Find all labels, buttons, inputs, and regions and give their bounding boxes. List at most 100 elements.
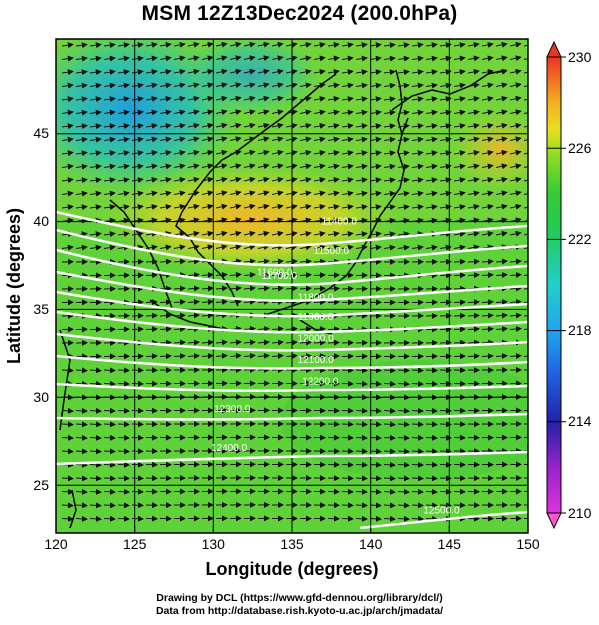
wind-vectors (61, 41, 528, 522)
wind-arrow (523, 112, 528, 114)
wind-arrow (173, 95, 186, 102)
contour-label: 11500.0 (314, 246, 350, 257)
wind-arrow (411, 367, 424, 374)
wind-arrow (425, 150, 438, 157)
x-tick-label: 130 (202, 536, 226, 552)
wind-arrow (481, 353, 494, 360)
wind-arrow (467, 163, 480, 170)
wind-arrow (425, 394, 438, 401)
wind-arrow (509, 109, 522, 116)
wind-arrow (355, 204, 368, 211)
wind-arrow (369, 123, 382, 130)
wind-arrow (159, 326, 172, 333)
wind-arrow (103, 407, 116, 414)
wind-arrow (243, 55, 256, 62)
wind-arrow (229, 55, 242, 62)
wind-arrow (369, 244, 382, 251)
wind-arrow (495, 299, 508, 306)
wind-arrow (355, 190, 368, 197)
wind-arrow (495, 272, 508, 279)
wind-arrow (187, 163, 200, 170)
wind-arrow (89, 434, 102, 441)
wind-arrow (215, 230, 228, 237)
wind-arrow (467, 353, 480, 360)
wind-arrow (355, 217, 368, 224)
wind-arrow (117, 421, 130, 428)
wind-arrow (453, 326, 466, 333)
wind-arrow (75, 150, 88, 157)
wind-arrow (383, 407, 396, 414)
wind-arrow (467, 272, 480, 279)
contour-12000 (56, 332, 528, 352)
wind-arrow (523, 58, 528, 60)
wind-arrow (383, 515, 396, 522)
wind-arrow (61, 190, 74, 197)
wind-arrow (243, 271, 256, 278)
wind-arrow (411, 434, 424, 441)
wind-arrow (439, 150, 452, 157)
wind-arrow (509, 312, 522, 319)
colorbar-tick-label: 210 (568, 505, 592, 521)
wind-arrow (397, 475, 410, 482)
wind-arrow (481, 55, 494, 62)
wind-arrow (453, 231, 466, 237)
wind-arrow (495, 326, 508, 333)
wind-arrow (453, 96, 466, 102)
wind-arrow (271, 55, 284, 62)
wind-arrow (215, 190, 228, 197)
wind-arrow (117, 488, 130, 495)
wind-arrow (285, 326, 298, 333)
wind-arrow (313, 82, 326, 89)
wind-arrow (299, 258, 312, 265)
wind-arrow (103, 448, 116, 455)
wind-arrow (159, 299, 172, 306)
wind-arrow (243, 41, 256, 48)
wind-arrow (355, 244, 368, 251)
wind-arrow (215, 55, 228, 62)
wind-arrow (173, 244, 186, 251)
wind-arrow (369, 136, 382, 143)
wind-arrow (355, 394, 368, 401)
wind-arrow (271, 82, 284, 89)
wind-arrow (313, 163, 326, 170)
wind-arrow (453, 217, 466, 224)
wind-arrow (481, 312, 494, 319)
wind-arrow (495, 230, 508, 237)
wind-arrow (341, 150, 354, 157)
wind-arrow (397, 434, 410, 441)
wind-arrow (159, 109, 172, 116)
wind-arrow (425, 82, 438, 89)
wind-arrow (495, 190, 508, 197)
wind-arrow (271, 285, 284, 292)
wind-arrow (173, 163, 186, 170)
wind-arrow (201, 312, 214, 319)
wind-arrow (131, 204, 144, 211)
wind-arrow (117, 109, 130, 116)
wind-arrow (411, 407, 424, 414)
wind-arrow (243, 136, 256, 143)
wind-arrow (411, 461, 424, 468)
wind-arrow (369, 163, 382, 170)
wind-arrow (285, 272, 298, 279)
wind-arrow (397, 380, 410, 387)
y-axis-title: Latitude (degrees) (4, 208, 24, 364)
wind-arrow (243, 68, 256, 75)
wind-arrow (299, 163, 312, 170)
wind-arrow (159, 149, 172, 156)
wind-arrow (327, 204, 340, 210)
wind-arrow (397, 448, 410, 455)
wind-arrow (481, 299, 494, 306)
wind-arrow (257, 176, 270, 183)
wind-arrow (299, 149, 312, 156)
wind-arrow (299, 326, 312, 333)
wind-arrow (299, 82, 312, 89)
wind-arrow (355, 55, 368, 62)
wind-arrow (61, 55, 74, 62)
wind-arrow (89, 109, 102, 116)
wind-arrow (257, 82, 270, 89)
wind-arrow (75, 136, 88, 143)
wind-arrow (453, 272, 466, 279)
contour-12400 (56, 450, 528, 466)
wind-arrow (439, 55, 452, 62)
wind-arrow (383, 502, 396, 509)
